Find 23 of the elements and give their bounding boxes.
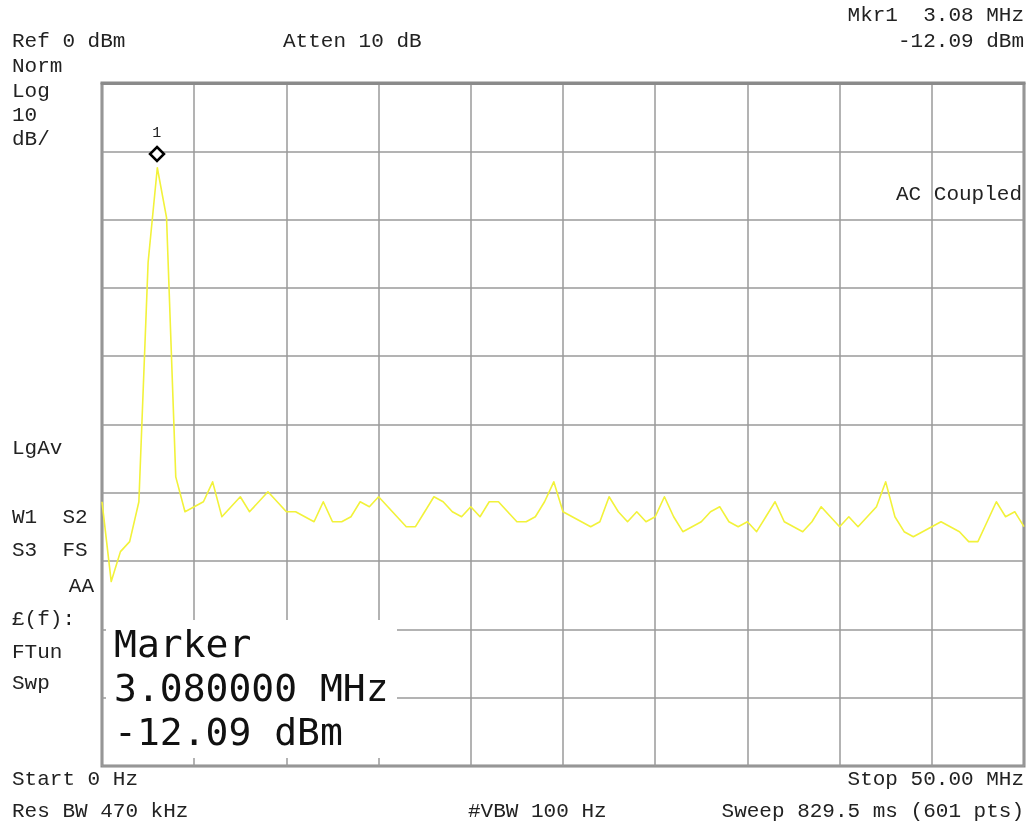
text: Sweep 829.5 ms (601 pts) [721, 800, 1024, 824]
text: dB/ [12, 128, 50, 152]
text: Start 0 Hz [12, 768, 139, 792]
text: S3 FS [12, 539, 88, 563]
text: Marker 3.080000 MHz -12.09 dBm [106, 620, 397, 758]
text: 10 [12, 104, 38, 128]
text: £(f): [12, 608, 76, 632]
text: -12.09 dBm [897, 30, 1024, 54]
text: #VBW 100 Hz [468, 800, 607, 824]
text: Atten 10 dB [283, 30, 422, 54]
text: Ref 0 dBm [12, 30, 126, 54]
text: Stop 50.00 MHz [847, 768, 1024, 792]
annotation: AC Coupled [895, 183, 1022, 207]
text: Res BW 470 kHz [12, 800, 189, 824]
annotation: 1 [152, 124, 162, 142]
text: FTun [12, 641, 63, 665]
text: Mkr1 3.08 MHz [847, 4, 1024, 28]
text: Swp [12, 672, 50, 696]
text: Norm [12, 55, 63, 79]
text: LgAv [12, 437, 63, 461]
text: AA [68, 575, 94, 599]
text: W1 S2 [12, 506, 88, 530]
text: Log [12, 80, 50, 104]
